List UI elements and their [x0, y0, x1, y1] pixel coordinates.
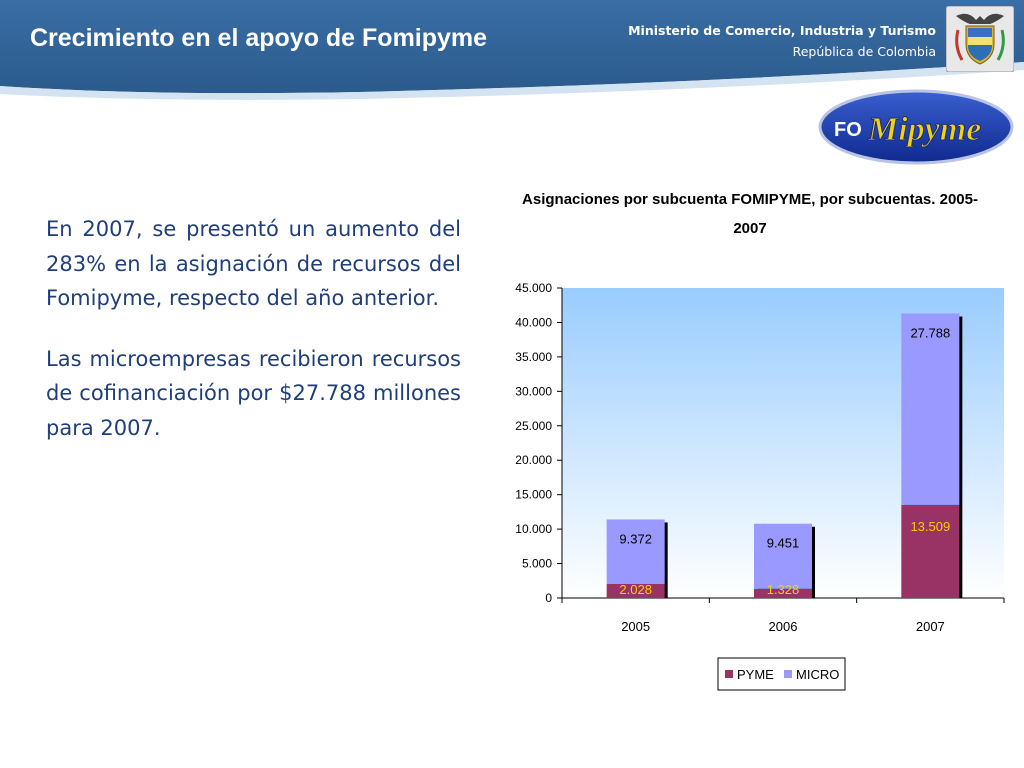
- paragraph-growth: En 2007, se presentó un aumento del 283%…: [46, 217, 461, 310]
- y-tick-label: 45.000: [515, 281, 552, 295]
- header-band: [0, 0, 1024, 100]
- data-label-micro: 27.788: [910, 326, 950, 341]
- data-label-pyme: 2.028: [619, 582, 652, 597]
- chart-title-line2: 2007: [733, 220, 766, 237]
- y-tick-label: 35.000: [515, 350, 552, 364]
- bar-pyme-2006: [754, 588, 812, 598]
- y-tick-label: 5.000: [522, 557, 552, 571]
- y-tick-label: 15.000: [515, 488, 552, 502]
- bar-micro-2005: [606, 519, 665, 585]
- y-tick-label: 40.000: [515, 315, 552, 329]
- paragraph-micro: Las microempresas recibieron recursos de…: [46, 346, 461, 440]
- fomipyme-logo: FO Mipyme: [818, 89, 1014, 165]
- country-name: República de Colombia: [792, 44, 936, 59]
- ministry-name: Ministerio de Comercio, Industria y Turi…: [628, 23, 936, 38]
- stacked-bar-chart: Asignaciones por subcuenta FOMIPYME, por…: [515, 191, 1005, 691]
- x-tick-label: 2005: [621, 619, 650, 634]
- x-tick-label: 2007: [916, 619, 945, 634]
- ministry-caption: Ministerio de Comercio, Industria y Turi…: [628, 20, 936, 62]
- legend-swatch-pyme: [725, 670, 733, 678]
- bar-pyme-2005: [606, 584, 665, 598]
- coat-of-arms-icon: [946, 6, 1014, 72]
- legend-label-micro: MICRO: [796, 667, 839, 682]
- x-tick-label: 2006: [769, 619, 798, 634]
- chart-title-line1: Asignaciones por subcuenta FOMIPYME, por…: [522, 191, 978, 208]
- data-label-pyme: 13.509: [910, 519, 950, 534]
- legend-swatch-micro: [784, 670, 792, 678]
- svg-text:Mipyme: Mipyme: [867, 111, 981, 148]
- bar-micro-2007: [901, 313, 960, 505]
- body-text: En 2007, se presentó un aumento del 283%…: [46, 212, 461, 471]
- data-label-micro: 9.372: [619, 531, 652, 546]
- y-tick-label: 30.000: [515, 384, 552, 398]
- y-tick-label: 0: [545, 591, 552, 605]
- y-tick-label: 10.000: [515, 522, 552, 536]
- data-label-micro: 9.451: [767, 536, 800, 551]
- legend-label-pyme: PYME: [737, 667, 774, 682]
- data-label-pyme: 1.328: [767, 582, 800, 597]
- bar-pyme-2007: [901, 504, 960, 598]
- slide-title: Crecimiento en el apoyo de Fomipyme: [30, 24, 488, 52]
- svg-text:FO: FO: [834, 119, 862, 141]
- y-tick-label: 20.000: [515, 453, 552, 467]
- bar-micro-2006: [754, 523, 812, 589]
- legend-box: [717, 657, 846, 691]
- y-tick-label: 25.000: [515, 419, 552, 433]
